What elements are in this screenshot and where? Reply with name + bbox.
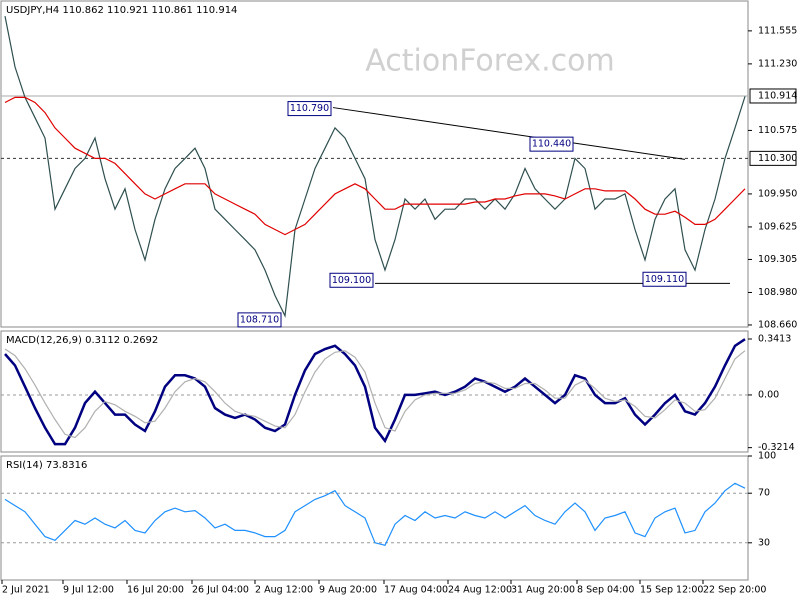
panel-frame bbox=[0, 330, 749, 453]
x-tick-label: 22 Sep 20:00 bbox=[703, 585, 766, 596]
panel-frame bbox=[0, 0, 749, 328]
y-tick-label: 0.00 bbox=[758, 389, 779, 400]
price-annotation-box bbox=[287, 101, 332, 117]
y-tick-label: 109.950 bbox=[758, 188, 797, 199]
y-tick-label: 100 bbox=[758, 451, 776, 462]
price-annotation-box bbox=[529, 136, 574, 152]
price-annotation: 109.100 bbox=[332, 275, 371, 286]
x-tick-label: 26 Jul 04:00 bbox=[192, 585, 249, 596]
y-tick-label: 111.230 bbox=[758, 58, 797, 69]
price-annotation-box bbox=[642, 271, 687, 287]
y-tick-label: 108.980 bbox=[758, 287, 797, 298]
series-line bbox=[4, 348, 746, 439]
series-line bbox=[4, 482, 746, 547]
x-tick-label: 9 Jul 12:00 bbox=[63, 585, 114, 596]
price-marker-label: 110.300 bbox=[758, 153, 797, 164]
price-annotation-box bbox=[329, 272, 374, 288]
x-tick-label: 8 Sep 04:00 bbox=[577, 585, 634, 596]
y-tick-label: -0.3214 bbox=[758, 442, 795, 453]
x-tick-label: 16 Jul 20:00 bbox=[127, 585, 184, 596]
watermark: ActionForex.com bbox=[365, 44, 614, 79]
series-line bbox=[4, 15, 746, 318]
panel-frame bbox=[0, 455, 749, 581]
trendline bbox=[332, 107, 686, 160]
price-annotation-box bbox=[237, 312, 282, 328]
y-tick-label: 70 bbox=[758, 488, 770, 499]
price-annotation: 110.790 bbox=[290, 103, 329, 114]
price-marker-box bbox=[749, 88, 797, 104]
y-tick-label: 110.575 bbox=[758, 125, 797, 136]
x-tick-label: 2 Aug 12:00 bbox=[255, 585, 313, 596]
y-tick-label: 30 bbox=[758, 537, 770, 548]
price-annotation: 109.110 bbox=[645, 274, 684, 285]
price-annotation: 108.710 bbox=[240, 314, 279, 325]
price-marker-label: 110.914 bbox=[758, 90, 797, 101]
y-tick-label: 109.305 bbox=[758, 254, 797, 265]
price-annotation: 110.440 bbox=[532, 139, 571, 150]
x-tick-label: 2 Jul 2021 bbox=[2, 585, 50, 596]
panel-title: USDJPY,H4 110.862 110.921 110.861 110.91… bbox=[6, 5, 237, 16]
y-tick-label: 108.660 bbox=[758, 319, 797, 330]
x-tick-label: 15 Sep 12:00 bbox=[640, 585, 703, 596]
x-tick-label: 17 Aug 04:00 bbox=[384, 585, 448, 596]
x-tick-label: 31 Aug 20:00 bbox=[511, 585, 575, 596]
panel-title: MACD(12,26,9) 0.3112 0.2692 bbox=[6, 335, 158, 346]
y-tick-label: 111.555 bbox=[758, 25, 797, 36]
y-tick-label: 0.3413 bbox=[758, 333, 791, 344]
x-tick-label: 9 Aug 20:00 bbox=[319, 585, 377, 596]
series-line bbox=[4, 96, 746, 236]
y-tick-label: 109.625 bbox=[758, 221, 797, 232]
x-tick-label: 24 Aug 12:00 bbox=[448, 585, 512, 596]
price-marker-box bbox=[749, 150, 797, 166]
panel-title: RSI(14) 73.8316 bbox=[6, 460, 87, 471]
